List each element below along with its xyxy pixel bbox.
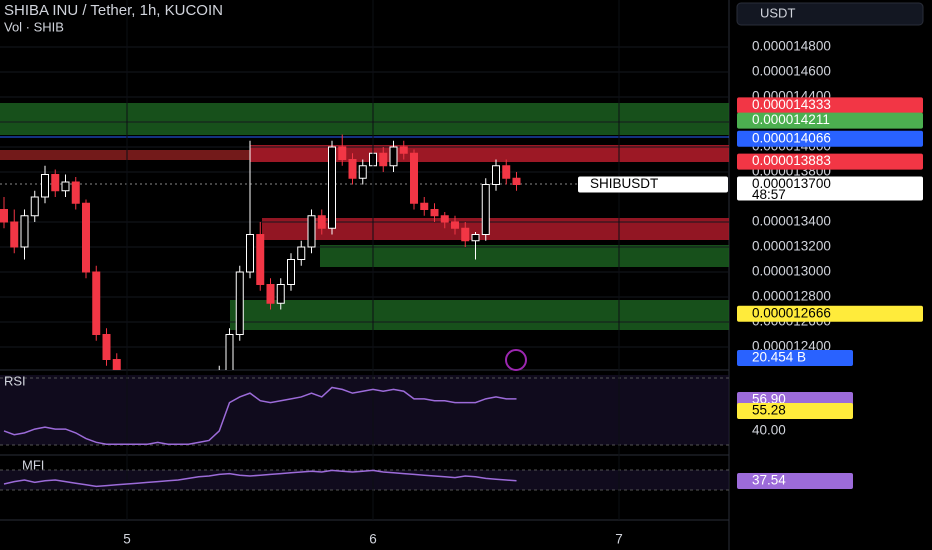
symbol-badge	[578, 176, 728, 193]
candle-body	[317, 215, 326, 229]
candle-body	[256, 234, 265, 285]
candle-body	[10, 221, 19, 248]
green-zone	[0, 103, 729, 135]
countdown: 48:57	[752, 187, 786, 202]
price-badge-text: 0.000012666	[752, 305, 831, 320]
x-tick-label: 6	[369, 532, 377, 547]
green-zone	[320, 245, 729, 267]
x-tick-label: 7	[615, 532, 623, 547]
red-zone	[250, 145, 729, 162]
candle-body	[502, 165, 511, 179]
candle-body	[471, 234, 480, 242]
candle-body	[297, 246, 306, 260]
candle-body	[440, 215, 449, 223]
candle-body	[410, 152, 418, 204]
y-tick-label: 0.000013000	[752, 264, 831, 279]
candle-body	[338, 146, 347, 160]
candle-body	[481, 184, 490, 235]
candle-body	[399, 146, 408, 154]
candle-body	[276, 284, 285, 304]
candle-body	[0, 209, 8, 223]
symbol: SHIBUSDT	[590, 176, 658, 191]
candle-body	[492, 165, 500, 185]
zones	[0, 103, 729, 330]
price-badge	[737, 153, 923, 170]
rsi-band	[0, 375, 729, 445]
rsi-ma-badge-text: 55.28	[752, 403, 786, 418]
candle-body	[102, 334, 111, 360]
y-tick-label: 0.000014600	[752, 64, 831, 79]
candle-body	[20, 215, 29, 248]
candle-body	[61, 181, 70, 192]
y-tick-label: 0.000013200	[752, 239, 831, 254]
green-zone	[230, 300, 729, 330]
candle-body	[82, 202, 90, 273]
candle-body	[112, 359, 121, 370]
candle-body	[348, 159, 357, 179]
mfi-badge-text: 37.54	[752, 473, 786, 488]
candle-body	[51, 174, 60, 192]
candle-body	[225, 334, 234, 370]
plot	[0, 46, 729, 370]
last-price-badge	[737, 176, 923, 201]
price-badge-text: 0.000014066	[752, 130, 831, 145]
y-tick-label: 0.000012400	[752, 339, 831, 354]
candle-body	[41, 174, 49, 198]
candle-body	[512, 177, 521, 185]
candle-body	[92, 271, 101, 335]
price-badge-text: 0.000014211	[752, 112, 830, 127]
candle-body	[430, 209, 439, 217]
mfi-band	[0, 470, 729, 490]
red-zone	[0, 150, 250, 160]
y-tick-label: 0.000013400	[752, 214, 831, 229]
candle-body	[379, 152, 388, 167]
candle-body	[420, 202, 429, 210]
candle-body	[389, 146, 398, 167]
candle-body	[358, 165, 367, 179]
candle-body	[451, 221, 459, 229]
red-zone	[262, 218, 729, 240]
last-price: 0.000013700	[752, 176, 831, 191]
candle-body	[307, 215, 316, 248]
candle-body	[461, 227, 470, 242]
currency-button[interactable]	[736, 2, 924, 26]
rsi-line	[3, 386, 517, 445]
rsi-label: RSI	[4, 373, 26, 388]
price-badge-text: 0.000014333	[752, 97, 831, 112]
candle-body	[30, 196, 39, 217]
candle-body	[246, 234, 254, 273]
volume-label: Vol · SHIB	[4, 19, 64, 34]
rsi-ma-badge	[737, 403, 853, 419]
mfi-label: MFI	[22, 457, 44, 472]
price-badge-text: 0.000013883	[752, 153, 831, 168]
mfi-badge	[737, 473, 853, 489]
price-badge	[737, 305, 923, 322]
volume-badge-text: 20.454 B	[752, 350, 806, 365]
price-badge	[737, 130, 923, 147]
x-tick-label: 5	[123, 532, 131, 547]
candle-body	[287, 259, 295, 285]
y-tick-label: 0.000014800	[752, 39, 831, 54]
price-badge	[737, 97, 923, 114]
candle-body	[266, 284, 275, 304]
rsi-tick-label: 40.00	[752, 423, 786, 438]
mfi-line	[3, 469, 517, 488]
rsi-badge-text: 56.90	[752, 392, 786, 407]
price-badge	[737, 112, 923, 129]
candle-body	[235, 271, 244, 335]
candle-body	[328, 146, 336, 229]
candle-body	[71, 181, 80, 204]
title: SHIBA INU / Tether, 1h, KUCOIN	[4, 2, 223, 19]
volume-badge	[737, 350, 853, 366]
currency-label: USDT	[760, 5, 795, 20]
y-tick-label: 0.000012800	[752, 289, 831, 304]
alert-icon[interactable]	[505, 349, 527, 371]
